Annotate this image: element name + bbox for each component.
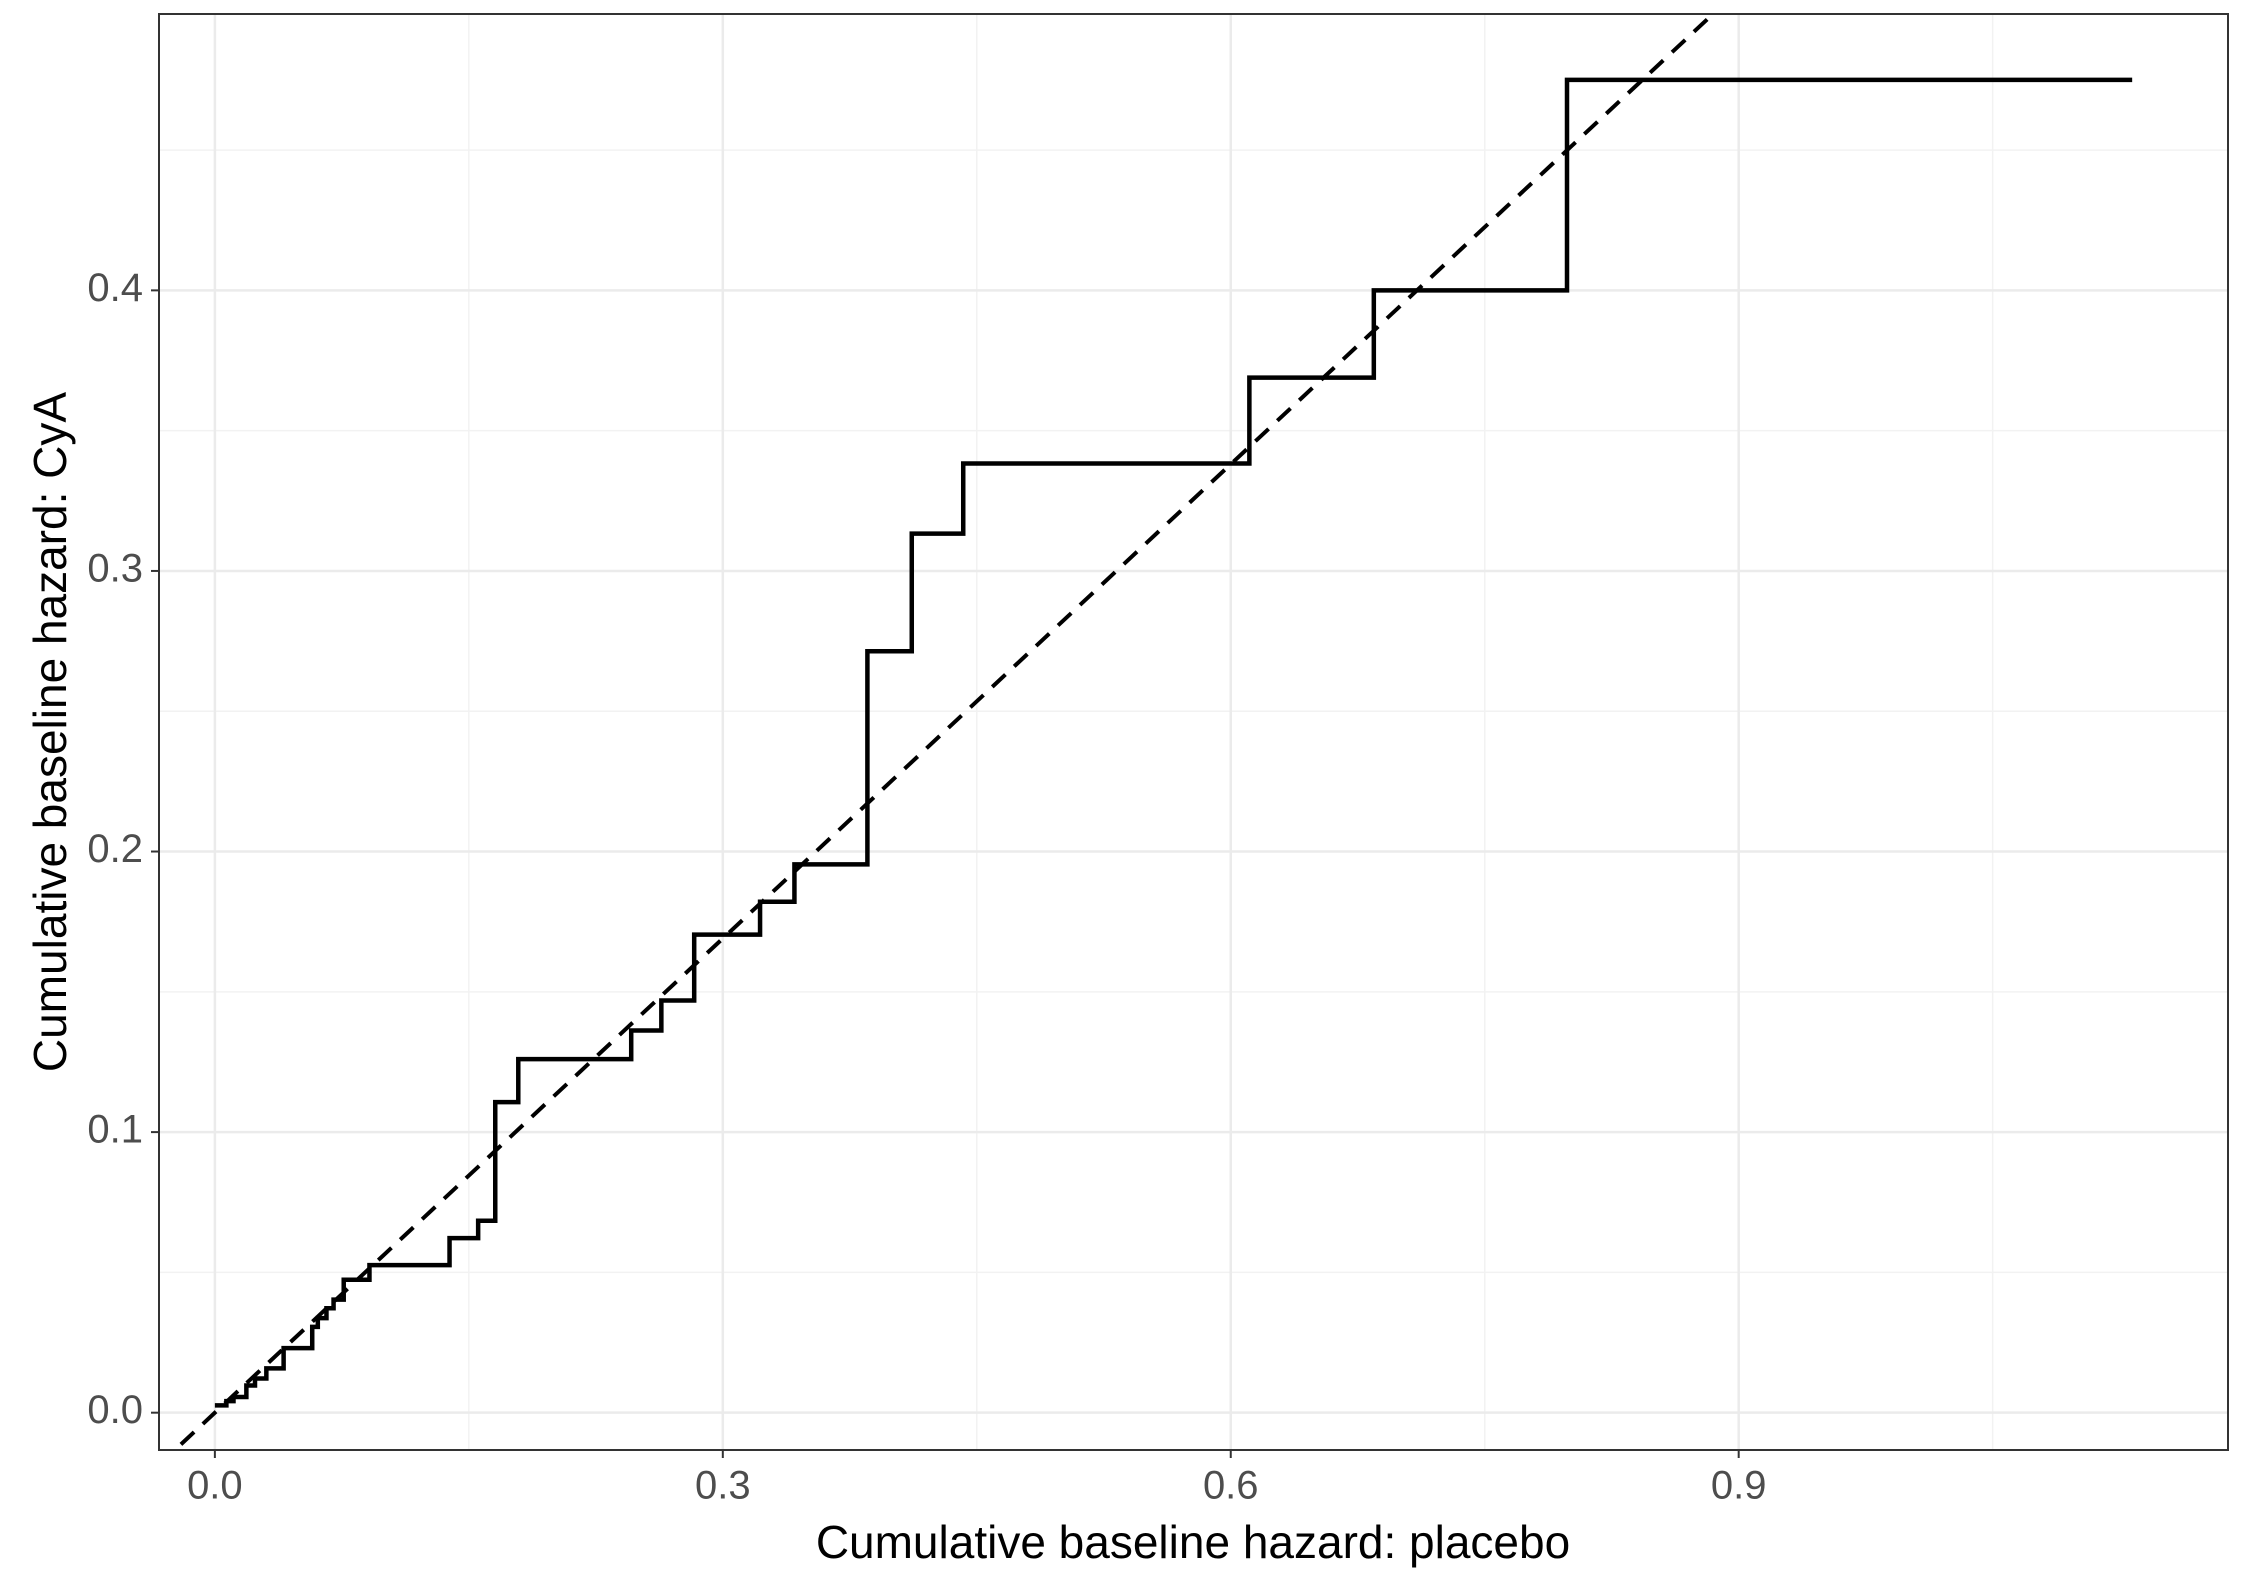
x-axis-title: Cumulative baseline hazard: placebo bbox=[816, 1516, 1570, 1568]
reference-line bbox=[171, 14, 1716, 1450]
x-tick-label: 0.9 bbox=[1711, 1464, 1767, 1508]
y-tick-label: 0.4 bbox=[87, 266, 143, 310]
y-tick-label: 0.1 bbox=[87, 1108, 143, 1152]
y-axis-title: Cumulative baseline hazard: CyA bbox=[24, 392, 76, 1072]
y-tick-label: 0.2 bbox=[87, 827, 143, 871]
step-line bbox=[214, 77, 2133, 1408]
y-tick-label: 0.0 bbox=[87, 1388, 143, 1432]
plot-border bbox=[158, 13, 2229, 1451]
plot-background bbox=[159, 14, 2228, 1450]
x-tick-label: 0.3 bbox=[695, 1464, 751, 1508]
x-tick-label: 0.0 bbox=[187, 1464, 243, 1508]
y-tick-label: 0.3 bbox=[87, 547, 143, 591]
x-tick-label: 0.6 bbox=[1203, 1464, 1259, 1508]
